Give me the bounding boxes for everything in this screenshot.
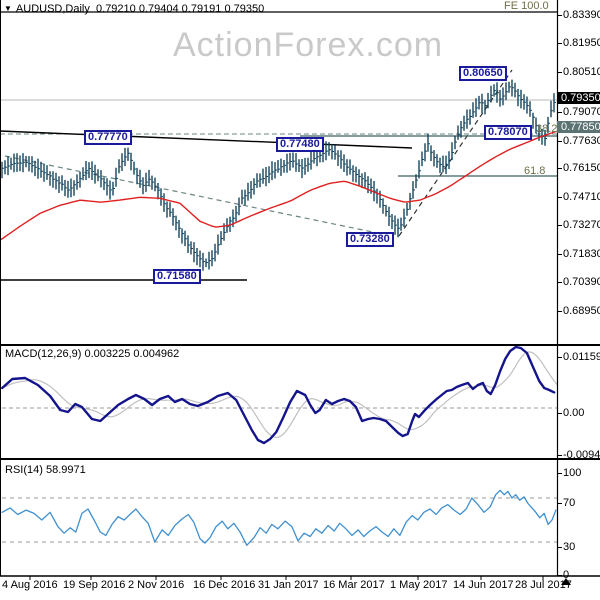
macd-line: [1, 345, 556, 445]
rsi-axis-label: 70: [563, 497, 576, 509]
date-axis-label: 16 Dec 2016: [193, 579, 256, 591]
price-callout-label[interactable]: 0.71580: [153, 269, 201, 284]
macd-axis-label: -0.00940: [563, 449, 600, 461]
fib-level-label: FE 100.0: [504, 0, 549, 12]
dashed-rise-projection: [398, 69, 513, 237]
date-axis-label: 31 Jan 2017: [258, 579, 319, 591]
date-axis-label: 16 Mar 2017: [323, 579, 385, 591]
macd-axis-label: 0.01159: [563, 351, 600, 363]
price-callout-label[interactable]: 0.73280: [346, 232, 394, 247]
price-axis-label: 0.74710: [563, 191, 600, 203]
price-axis-label: 0.73270: [563, 219, 600, 231]
macd-indicator-label: MACD(12,26,9) 0.003225 0.004962: [5, 348, 180, 360]
date-axis-label: 1 May 2017: [390, 579, 448, 591]
level-price-badge: 0.77850: [557, 121, 600, 133]
scroll-marker-icon: [561, 578, 571, 585]
current-price-badge: 0.79350: [557, 92, 600, 104]
date-axis-label: 2 Nov 2016: [128, 579, 185, 591]
dashed-decline-trendline: [4, 155, 393, 237]
date-axis-label: 14 Jun 2017: [453, 579, 514, 591]
price-callout-label[interactable]: 0.77770: [84, 130, 132, 145]
moving-average-line: [0, 130, 557, 241]
price-axis-label: 0.68950: [563, 305, 600, 317]
price-callout-label[interactable]: 0.78070: [484, 125, 532, 140]
price-axis-label: 0.70390: [563, 276, 600, 288]
date-axis-label: 28 Jul 2017: [515, 579, 572, 591]
price-axis-label: 0.76150: [563, 162, 600, 174]
price-axis-label: 0.80510: [563, 66, 600, 78]
date-axis-label: 19 Sep 2016: [63, 579, 126, 591]
price-callout-label[interactable]: 0.77480: [276, 137, 324, 152]
price-axis-label: 0.81950: [563, 37, 600, 49]
rsi-axis-label: 100: [563, 467, 582, 479]
date-axis-label: 4 Aug 2016: [2, 579, 58, 591]
price-axis-label: 0.79070: [563, 106, 600, 118]
macd-signal-line: [1, 351, 558, 438]
rsi-axis-label: 0: [563, 569, 570, 581]
rsi-indicator-label: RSI(14) 58.9971: [5, 464, 86, 476]
rsi-line: [1, 489, 557, 546]
price-bar-close-ticks: [2, 86, 556, 263]
fib-level-label: 38.2: [536, 123, 558, 135]
price-axis-label: 0.77630: [563, 135, 600, 147]
trendline-7777: [0, 130, 413, 149]
watermark: ActionForex.com: [173, 26, 444, 64]
rsi-axis-label: 30: [563, 541, 576, 553]
price-axis-label: 0.83390: [563, 9, 600, 21]
symbol-expander-icon[interactable]: ▼: [4, 4, 12, 13]
fib-level-label: 61.8: [524, 165, 546, 177]
macd-axis-label: 0.00: [563, 407, 585, 419]
price-callout-label[interactable]: 0.80650: [459, 66, 507, 81]
price-axis-label: 0.71830: [563, 248, 600, 260]
